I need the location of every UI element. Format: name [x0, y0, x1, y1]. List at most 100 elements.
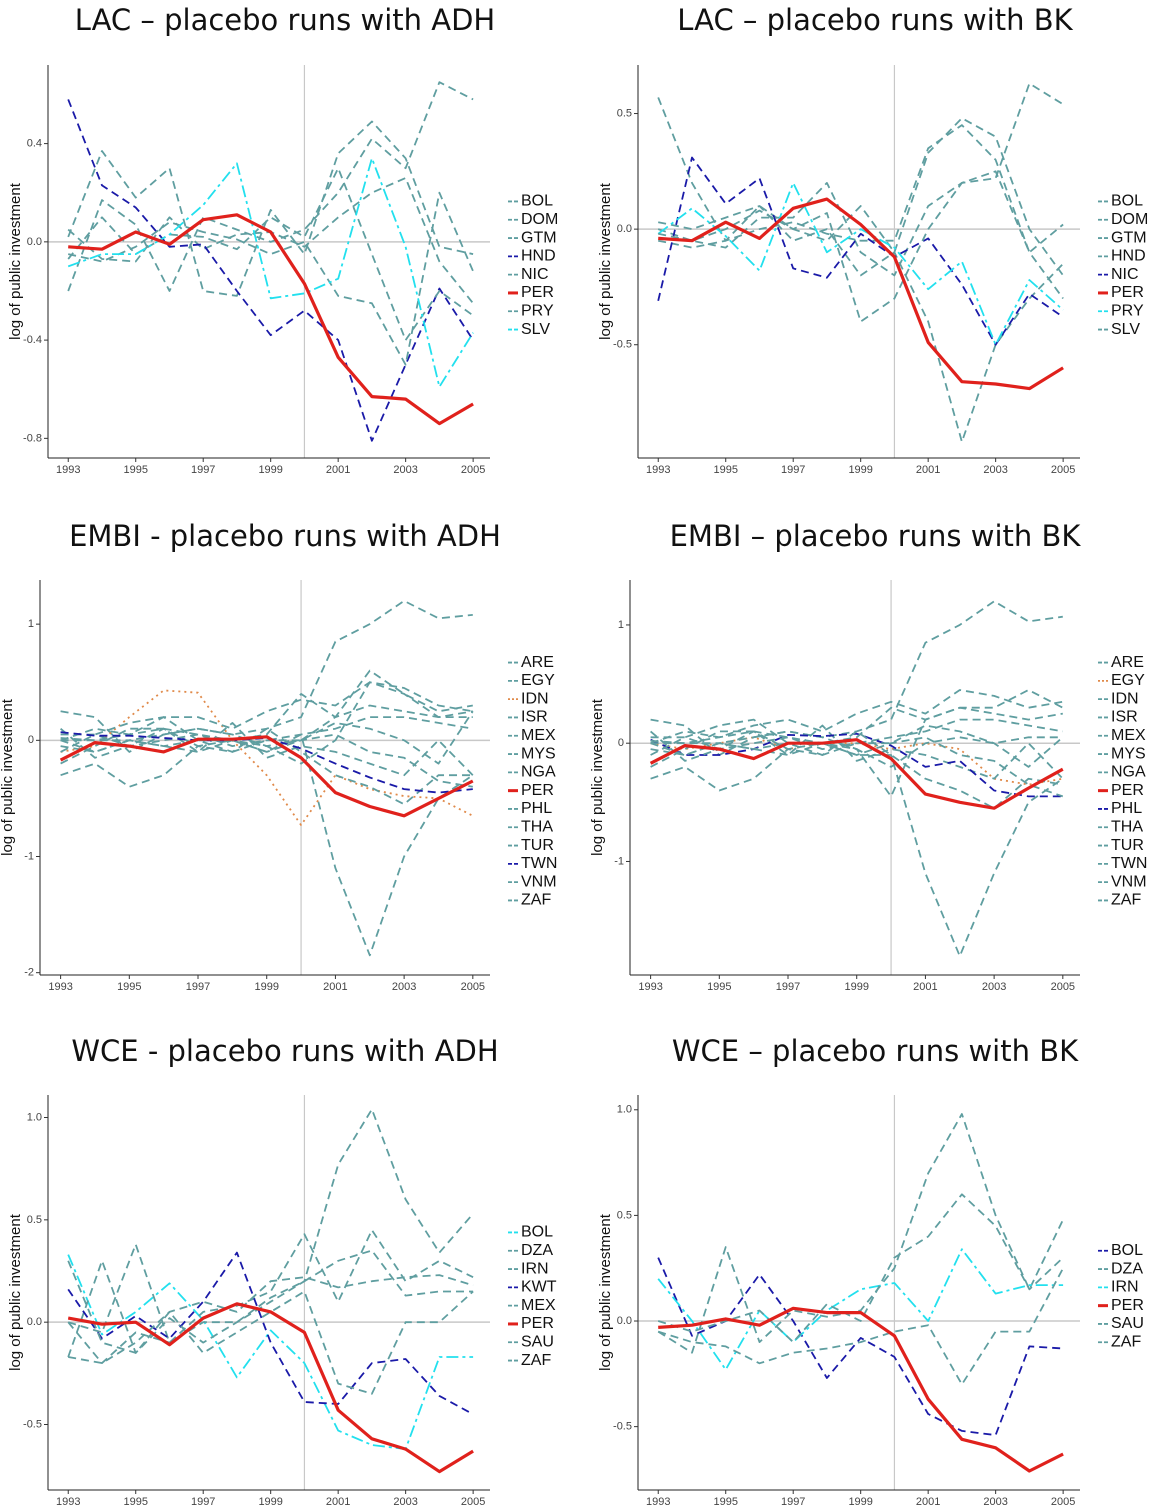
y-tick-label: 0.0 [617, 223, 632, 235]
x-tick-label: 1995 [707, 981, 731, 993]
x-tick-label: 2003 [983, 1496, 1007, 1508]
chart-title: WCE – placebo runs with BK [672, 1034, 1079, 1068]
series-line [658, 170, 1064, 323]
x-tick-label: 1999 [258, 464, 282, 476]
series-line [657, 156, 1064, 346]
x-tick-label: 2005 [1051, 981, 1075, 993]
x-tick-label: 1997 [191, 464, 215, 476]
legend-label: NGA [1111, 764, 1146, 781]
chart-panel: EMBI - placebo runs with ADH log of publi… [0, 519, 557, 993]
series-line [657, 1267, 1064, 1386]
legend-label: VNM [521, 873, 557, 890]
x-tick-label: 2001 [326, 464, 350, 476]
legend-label: TWN [1111, 855, 1147, 872]
chart-title: LAC – placebo runs with ADH [75, 3, 495, 37]
legend-label: PER [1111, 284, 1144, 301]
x-tick-label: 1993 [56, 464, 80, 476]
legend-label: IRN [521, 1260, 549, 1277]
series-line [650, 706, 1063, 745]
x-tick-label: 1997 [191, 1496, 215, 1508]
series-line [67, 177, 474, 304]
legend-label: PER [1111, 782, 1144, 799]
legend-label: PER [1111, 1297, 1144, 1314]
series-line [60, 733, 474, 957]
legend-label: DZA [521, 1242, 553, 1259]
legend-label: PHL [521, 800, 552, 817]
legend-label: VNM [1111, 873, 1147, 890]
y-tick-label: 0.5 [617, 1209, 632, 1221]
series-line [657, 1257, 1064, 1436]
x-tick-label: 1993 [646, 464, 670, 476]
chart-panel: EMBI – placebo runs with BK log of public… [589, 519, 1147, 993]
y-tick-label: 0 [28, 734, 34, 746]
series-line [658, 1306, 1064, 1473]
legend-label: DOM [1111, 211, 1148, 228]
legend-label: SAU [521, 1333, 554, 1350]
series-line [60, 693, 473, 742]
x-tick-label: 1999 [848, 1496, 872, 1508]
legend-label: NIC [521, 266, 549, 283]
y-axis-label: log of public investment [597, 182, 614, 340]
series-line [650, 742, 1064, 957]
legend-label: TUR [521, 837, 554, 854]
legend-label: NIC [1111, 266, 1139, 283]
y-tick-label: 0.0 [617, 1315, 632, 1327]
legend-label: IDN [521, 690, 549, 707]
legend-label: KWT [521, 1279, 557, 1296]
series-line [68, 191, 474, 366]
legend-label: ISR [521, 709, 548, 726]
y-axis-label: log of public investment [589, 698, 606, 856]
legend-label: PRY [1111, 302, 1144, 319]
series-line [650, 736, 1064, 798]
x-tick-label: 2003 [393, 464, 417, 476]
y-tick-label: 1 [618, 619, 624, 631]
legend-label: MYS [1111, 745, 1146, 762]
series-line [60, 733, 473, 788]
series-line [67, 1302, 474, 1474]
legend-label: MYS [521, 745, 556, 762]
x-tick-label: 1995 [123, 464, 147, 476]
legend-label: MEX [1111, 727, 1146, 744]
x-tick-label: 1995 [713, 1496, 737, 1508]
series-line [68, 1274, 474, 1364]
y-axis-label: log of public investment [597, 1213, 614, 1371]
y-tick-label: -2 [24, 967, 34, 979]
y-tick-label: 0.5 [617, 107, 632, 119]
x-tick-label: 2003 [392, 981, 416, 993]
series-line [60, 722, 474, 777]
series-line [68, 213, 474, 426]
x-tick-label: 1995 [117, 981, 141, 993]
y-tick-label: 0.5 [27, 1214, 42, 1226]
x-tick-label: 1993 [56, 1496, 80, 1508]
y-axis-label: log of public investment [7, 182, 24, 340]
y-tick-label: 1 [28, 618, 34, 630]
x-tick-label: 2005 [1051, 1496, 1075, 1508]
series-line [650, 724, 1064, 780]
series-line [60, 731, 473, 794]
legend-label: ZAF [521, 1352, 551, 1369]
legend-label: SLV [521, 321, 550, 338]
y-tick-label: 0 [618, 737, 624, 749]
series-line [67, 1260, 474, 1395]
x-tick-label: 2005 [461, 464, 485, 476]
x-tick-label: 2005 [1051, 464, 1075, 476]
legend-label: ZAF [1111, 1333, 1141, 1350]
legend-label: MEX [521, 727, 556, 744]
legend-label: ZAF [1111, 892, 1141, 909]
chart-title: LAC – placebo runs with BK [677, 3, 1073, 37]
series-line [60, 689, 474, 826]
series-line [67, 120, 474, 297]
x-tick-label: 1993 [646, 1496, 670, 1508]
x-tick-label: 1999 [848, 464, 872, 476]
series-line [67, 81, 474, 292]
series-line [60, 716, 473, 806]
legend-label: SLV [1111, 321, 1140, 338]
y-tick-label: 0.4 [27, 138, 42, 150]
legend-label: EGY [1111, 672, 1145, 689]
legend-label: BOL [521, 1224, 553, 1241]
x-tick-label: 1997 [776, 981, 800, 993]
x-tick-label: 2001 [916, 1496, 940, 1508]
y-tick-label: -0.4 [23, 334, 42, 346]
series-line [657, 1193, 1064, 1343]
legend-label: MEX [521, 1297, 556, 1314]
